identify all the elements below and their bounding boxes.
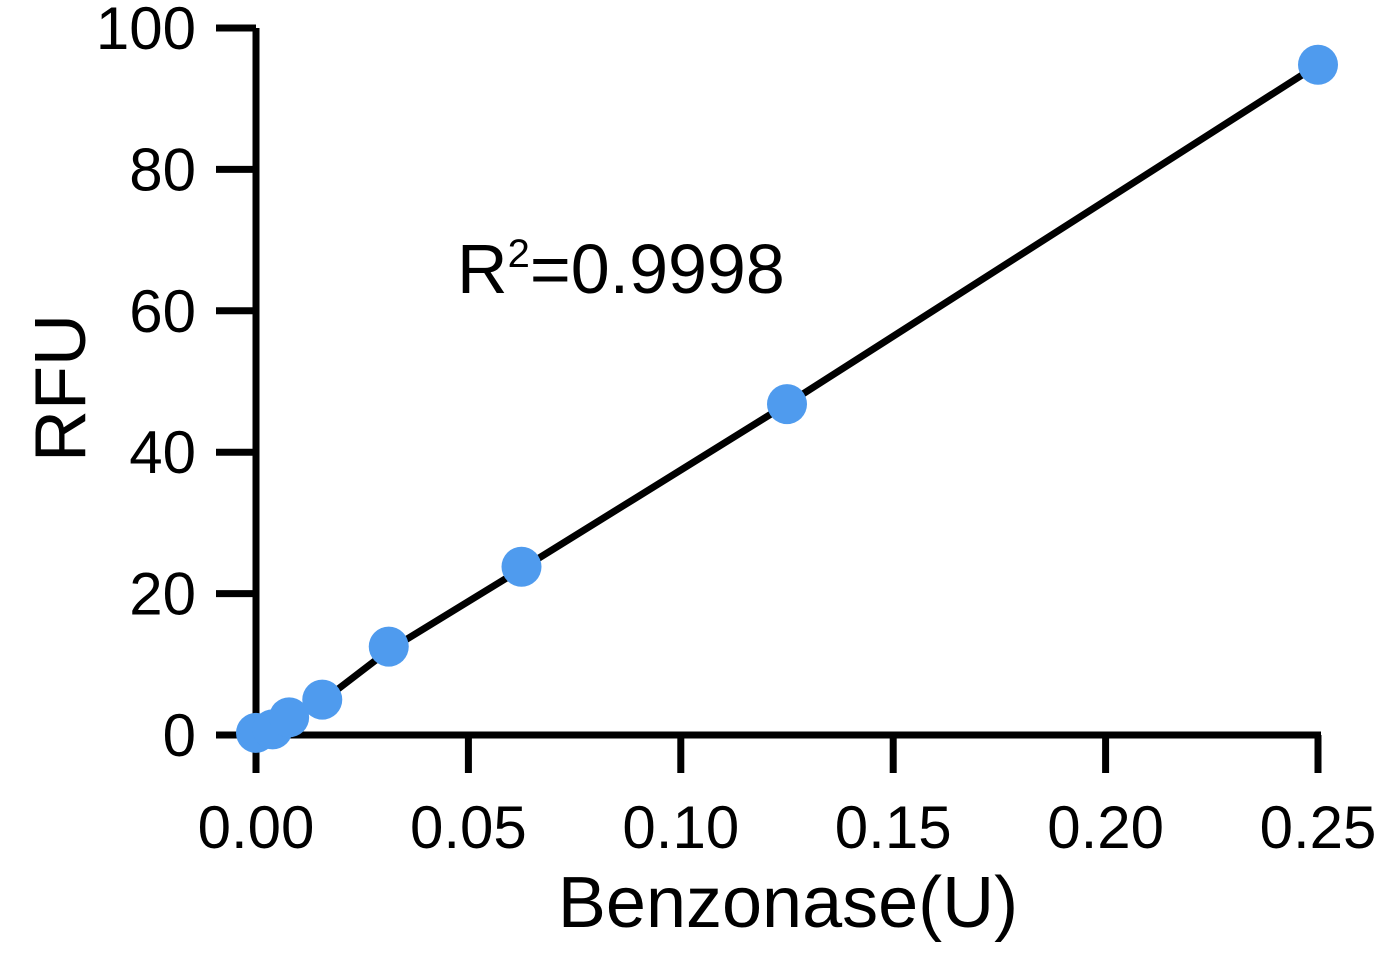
x-tick-label: 0.05 [410, 794, 527, 861]
data-point [501, 546, 542, 587]
data-point [269, 697, 310, 738]
x-tick-label: 0.25 [1260, 794, 1377, 861]
x-axis-ticks: 0.00 0.05 0.10 0.15 0.20 0.25 [198, 735, 1377, 861]
data-point [767, 384, 807, 425]
data-point [1298, 44, 1338, 85]
data-point [302, 679, 343, 720]
r-squared-annotation: R2=0.9998 [457, 230, 785, 308]
x-tick-label: 0.00 [198, 794, 315, 861]
y-tick-label: 60 [129, 278, 196, 345]
y-tick-label: 100 [96, 0, 196, 62]
annotation-base: R [457, 230, 508, 308]
y-axis-title: RFU [21, 314, 101, 462]
y-tick-label: 0 [163, 702, 196, 769]
y-tick-label: 40 [129, 419, 196, 486]
y-axis-ticks: 0 20 40 60 80 100 [96, 0, 256, 769]
data-point [368, 626, 409, 667]
data-points [236, 44, 1338, 753]
axes [252, 28, 1321, 739]
annotation-superscript: 2 [508, 232, 530, 276]
x-tick-label: 0.20 [1047, 794, 1164, 861]
y-tick-label: 20 [129, 561, 196, 628]
y-tick-label: 80 [129, 136, 196, 203]
x-tick-label: 0.15 [835, 794, 952, 861]
annotation-value: =0.9998 [530, 230, 785, 308]
x-axis-title: Benzonase(U) [558, 863, 1018, 943]
x-tick-label: 0.10 [622, 794, 739, 861]
